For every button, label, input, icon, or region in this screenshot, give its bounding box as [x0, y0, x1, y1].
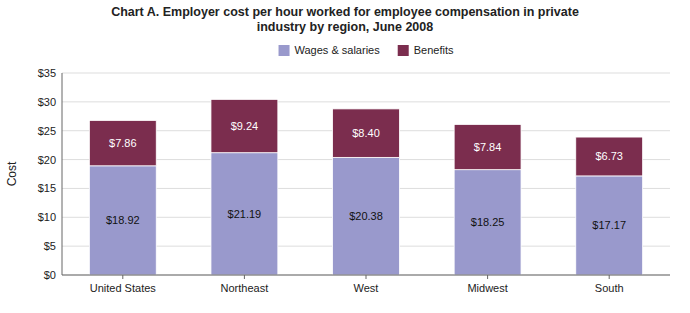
x-tick	[122, 275, 123, 279]
x-tick-label: Northeast	[221, 282, 269, 294]
x-tick	[609, 275, 610, 279]
legend-label: Benefits	[414, 44, 454, 56]
x-tick-label: Midwest	[467, 282, 507, 294]
data-label: $18.25	[471, 216, 505, 228]
y-tick-label: $15	[38, 182, 56, 194]
legend-label: Wages & salaries	[295, 44, 381, 56]
x-tick-label: United States	[90, 282, 157, 294]
title: Chart A. Employer cost per hour worked f…	[111, 5, 579, 34]
y-tick-label: $0	[44, 269, 56, 281]
data-label: $20.38	[349, 210, 383, 222]
title-line: Chart A. Employer cost per hour worked f…	[111, 5, 579, 19]
y-tick-label: $5	[44, 240, 56, 252]
y-tick-label: $25	[38, 125, 56, 137]
x-tick	[487, 275, 488, 279]
bar	[333, 109, 400, 157]
x-tick-label: West	[354, 282, 379, 294]
bar	[454, 124, 521, 169]
bar	[576, 176, 643, 275]
grid	[62, 73, 670, 275]
bar	[89, 120, 156, 165]
data-label: $9.24	[231, 120, 259, 132]
legend-swatch	[398, 45, 409, 56]
data-label: $8.40	[352, 127, 380, 139]
data-labels: $18.92 $21.19 $20.38 $18.25 $17.17 $7.86 $9.24…	[106, 120, 626, 231]
bars	[89, 99, 642, 275]
data-label: $18.92	[106, 214, 140, 226]
data-label: $7.84	[474, 141, 502, 153]
grid-line	[62, 73, 670, 74]
chart-container: Chart A. Employer cost per hour worked f…	[0, 0, 690, 313]
data-label: $7.86	[109, 137, 137, 149]
data-label: $17.17	[592, 219, 626, 231]
grid-line	[62, 101, 670, 102]
bar	[89, 166, 156, 275]
bar	[333, 157, 400, 275]
legend: Wages & salaries Benefits	[279, 44, 454, 56]
legend-item: Benefits	[398, 44, 454, 56]
x-tick	[366, 275, 367, 279]
legend-swatch	[279, 45, 290, 56]
bar	[211, 153, 278, 275]
bar	[576, 137, 643, 176]
legend-item: Wages & salaries	[279, 44, 381, 56]
y-axis-line	[62, 73, 63, 275]
chart-svg: Chart A. Employer cost per hour worked f…	[0, 0, 690, 313]
data-label: $6.73	[595, 150, 623, 162]
x-tick-label: South	[595, 282, 624, 294]
y-tick-label: $30	[38, 96, 56, 108]
x-tick	[244, 275, 245, 279]
title-line: industry by region, June 2008	[257, 20, 433, 34]
y-axis-label: Cost	[5, 161, 19, 186]
bar	[454, 170, 521, 275]
y-tick-label: $35	[38, 67, 56, 79]
y-tick-label: $20	[38, 154, 56, 166]
data-label: $21.19	[228, 208, 262, 220]
y-tick-label: $10	[38, 211, 56, 223]
bar	[211, 99, 278, 152]
